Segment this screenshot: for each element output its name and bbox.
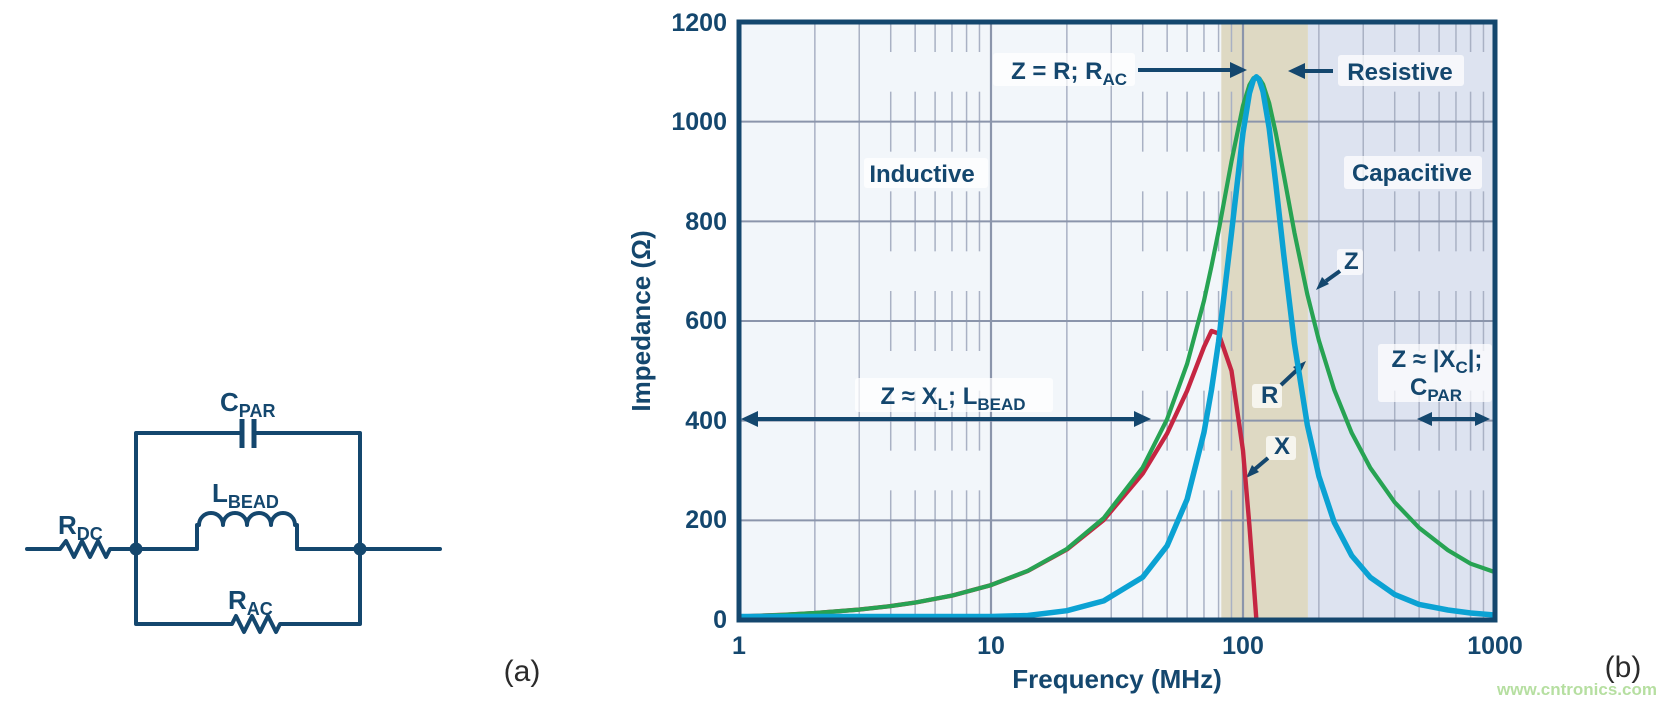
zxl-annotation: Z ≈ XL; LBEAD	[880, 383, 1025, 414]
zr-halo	[993, 53, 1135, 86]
zxl-halo	[855, 378, 1053, 412]
plot-border	[736, 19, 1498, 623]
zr-annotation: Z = R; RAC	[1011, 58, 1127, 89]
x-axis-ticks: 1 10 100 1000	[732, 632, 1523, 660]
circuit-node-left	[129, 542, 143, 556]
y-tick-0: 0	[713, 606, 727, 634]
y-tick-1200: 1200	[671, 9, 727, 37]
zxc-arrow-left-head	[1417, 412, 1432, 426]
inductive-region-label: Inductive	[869, 161, 974, 188]
x-curve-label: X	[1274, 433, 1290, 460]
capacitive-halo	[1344, 156, 1482, 189]
z-arrow-head	[1316, 277, 1329, 290]
r-curve	[741, 74, 1493, 619]
zxc-arrow-right-head	[1475, 412, 1490, 426]
circuit-node-right	[353, 542, 367, 556]
y-tick-200: 200	[685, 506, 727, 534]
x-label-halo	[1266, 436, 1296, 460]
circuit-cap-branch	[134, 431, 362, 551]
zr-arrow-head	[1230, 62, 1247, 78]
y-axis-ticks: 1200 1000 800 600 400 200 0	[671, 9, 727, 634]
circuit-main-wire	[25, 511, 442, 559]
capacitive-region-label: Capacitive	[1352, 160, 1472, 187]
resistive-halo	[1338, 55, 1464, 86]
inductive-halo	[864, 158, 988, 188]
circuit-rac-branch	[134, 547, 362, 634]
circuit-panel: RDC CPAR LBEAD RAC (a)	[25, 387, 541, 688]
x-tick-100: 100	[1222, 632, 1264, 660]
z-arrow-shaft	[1324, 269, 1342, 283]
zxc-annotation-line1: Z ≈ |XC|;	[1392, 346, 1483, 377]
zxl-arrow-left-head	[741, 411, 758, 427]
x-arrow-shaft	[1253, 456, 1270, 471]
chart-curves-layer	[741, 74, 1493, 619]
r-arrow-shaft	[1279, 368, 1299, 387]
y-tick-400: 400	[685, 407, 727, 435]
panel-a-label: (a)	[504, 655, 541, 688]
cpar-label: CPAR	[220, 387, 275, 421]
r-curve-label: R	[1261, 382, 1278, 409]
y-tick-600: 600	[685, 307, 727, 335]
z-curve	[741, 74, 1493, 619]
r-label-halo	[1252, 384, 1282, 408]
impedance-chart: Inductive Resistive Capacitive Z = R; RA…	[626, 9, 1657, 699]
x-tick-10: 10	[977, 632, 1005, 660]
x-tick-1: 1	[732, 632, 746, 660]
watermark: www.cntronics.com	[1496, 680, 1657, 699]
resistive-arrow-head	[1288, 63, 1305, 79]
x-arrow-head	[1246, 465, 1259, 478]
zxc-halo	[1378, 344, 1492, 402]
x-tick-1000: 1000	[1467, 632, 1523, 660]
y-tick-1000: 1000	[671, 108, 727, 136]
z-curve-label: Z	[1344, 248, 1359, 275]
zxl-arrow-right-head	[1134, 411, 1151, 427]
chart-annotation-layer: Inductive Resistive Capacitive Z = R; RA…	[741, 53, 1492, 478]
rdc-label: RDC	[58, 510, 103, 544]
z-label-halo	[1337, 249, 1363, 275]
panel-b-label: (b)	[1605, 651, 1642, 684]
lbead-label: LBEAD	[212, 478, 279, 512]
chart-grid-layer	[739, 24, 1495, 618]
rac-label: RAC	[228, 585, 273, 619]
zxc-annotation-line2: CPAR	[1410, 374, 1462, 405]
x-axis-title: Frequency (MHz)	[1012, 664, 1221, 694]
y-axis-title: Impedance (Ω)	[626, 230, 656, 411]
capacitor-icon	[239, 419, 257, 448]
y-tick-800: 800	[685, 208, 727, 236]
resistive-region-label: Resistive	[1347, 59, 1452, 86]
